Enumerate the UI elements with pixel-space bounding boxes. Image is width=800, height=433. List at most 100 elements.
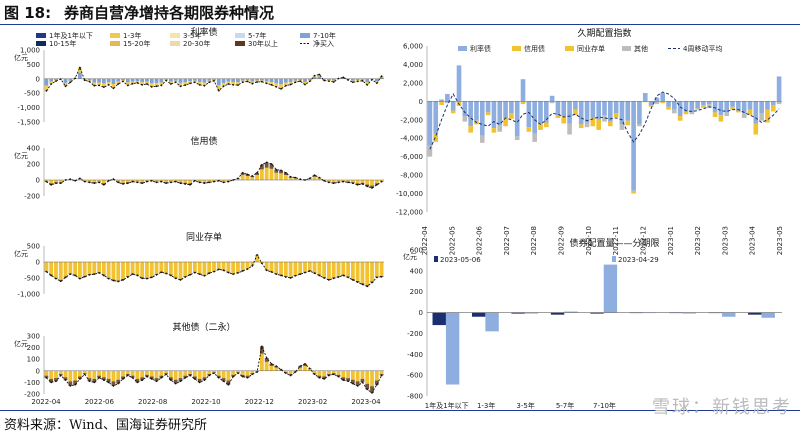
bar [135, 262, 139, 275]
bar [532, 134, 537, 142]
net-point [103, 86, 105, 88]
net-point [304, 363, 306, 365]
net-point [151, 378, 153, 380]
bar [68, 79, 72, 81]
net-point [204, 182, 206, 184]
bar [771, 105, 776, 111]
bar [289, 262, 293, 277]
net-point [318, 177, 320, 179]
x-tick-label: 2023-05 [776, 226, 784, 255]
net-point [256, 371, 258, 373]
y-tick-label: -100 [24, 379, 40, 387]
net-point [50, 184, 52, 186]
net-point [60, 375, 62, 377]
bar [217, 79, 221, 85]
bar [145, 371, 149, 375]
bar [59, 371, 63, 374]
bar [550, 96, 555, 102]
x-tick-label: 2022-07 [503, 226, 511, 255]
bar [463, 116, 468, 122]
bar [468, 101, 473, 126]
net-point [117, 383, 119, 385]
net-point [295, 81, 297, 83]
bar [451, 111, 456, 114]
bar [126, 262, 130, 276]
bar [174, 79, 178, 81]
bar [241, 175, 245, 180]
bar [356, 262, 360, 281]
net-point [242, 270, 244, 272]
y-tick-label: -4,000 [400, 135, 423, 143]
net-point [251, 373, 253, 375]
bar [463, 101, 468, 116]
bar [365, 262, 369, 285]
net-point [256, 172, 258, 174]
legend-swatch [565, 46, 574, 51]
x-tick-label: 2022-10 [191, 398, 220, 406]
net-point [108, 382, 110, 384]
y-tick-label: 0 [36, 177, 40, 185]
bar [169, 371, 173, 377]
bar [140, 180, 144, 182]
net-point [280, 275, 282, 277]
bar [145, 262, 149, 278]
bar [439, 101, 444, 105]
net-point [98, 272, 100, 274]
net-point [213, 181, 215, 183]
bar [250, 79, 254, 82]
bar [322, 262, 326, 277]
net-point [69, 178, 71, 180]
bar [509, 101, 514, 113]
bar [294, 262, 298, 275]
bar [226, 79, 230, 82]
net-point [371, 392, 373, 394]
bar [270, 366, 274, 371]
net-point [266, 357, 268, 359]
net-point [45, 90, 47, 92]
net-point [184, 377, 186, 379]
bar [203, 371, 207, 377]
legend-label: 同业存单 [577, 44, 605, 53]
bar [164, 371, 168, 373]
x-tick-label: 5-7年 [556, 401, 574, 410]
net-point [261, 262, 263, 264]
net-point [280, 170, 282, 172]
bar [183, 371, 187, 376]
chart-title: 其他债（二永） [172, 321, 235, 333]
net-point [304, 179, 306, 181]
bar [754, 101, 759, 123]
bar [207, 180, 211, 182]
y-tick-label: -1,000 [17, 104, 40, 112]
bar [497, 101, 502, 125]
bar [164, 262, 168, 273]
net-point [141, 182, 143, 184]
bar [713, 101, 718, 112]
y-tick-label: 0 [419, 309, 423, 317]
bar [135, 79, 139, 81]
net-point [299, 178, 301, 180]
net-point [271, 163, 273, 165]
net-point [122, 378, 124, 380]
bar [284, 79, 288, 83]
net-point [299, 80, 301, 82]
bar [492, 128, 497, 133]
bar [556, 101, 561, 115]
bar [591, 101, 596, 118]
net-point [328, 182, 330, 184]
bar [274, 262, 278, 274]
bar [604, 265, 617, 313]
net-point [98, 377, 100, 379]
net-point [213, 271, 215, 273]
bar [159, 371, 163, 376]
y-tick-label: -2,000 [400, 116, 423, 124]
bar [346, 180, 350, 182]
net-point [366, 84, 368, 86]
net-point [180, 85, 182, 87]
bar [59, 180, 63, 182]
bar [678, 101, 683, 116]
net-point [117, 83, 119, 85]
net-point [93, 85, 95, 87]
bar [45, 79, 49, 86]
net-point [189, 83, 191, 85]
